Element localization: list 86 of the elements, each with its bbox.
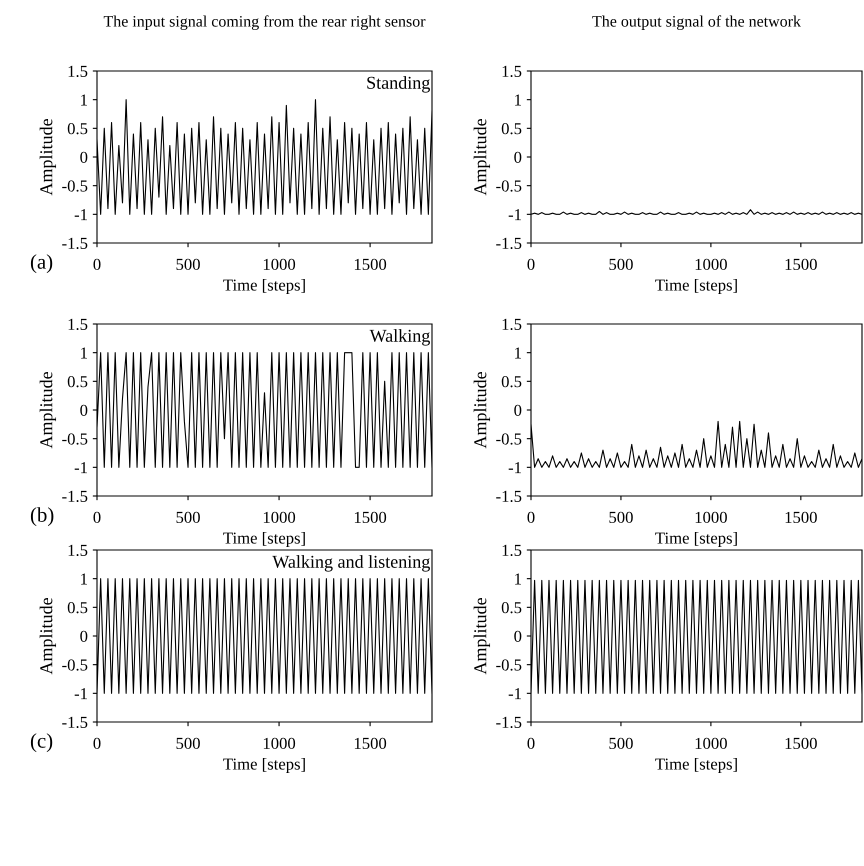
y-tick-label: 1.5 [68,66,88,78]
x-tick-label: 1500 [354,258,386,270]
y-tick-label: 1.5 [68,318,88,330]
x-tick-label: 1000 [264,738,296,750]
x-axis-title: Time [steps] [223,758,305,774]
y-tick-label: -0.5 [62,180,88,192]
y-axis-title: Amplitude [474,119,490,196]
y-tick-label: 1 [81,94,87,106]
x-tick-label: 1500 [786,258,817,270]
x-tick-label: 0 [527,512,535,524]
y-tick-label: 0 [80,404,88,416]
y-tick-label: 0.5 [68,123,88,134]
y-axis-title: Amplitude [40,598,56,674]
y-tick-label: 1.5 [502,544,522,556]
y-tick-label: -1.5 [62,716,88,728]
text: (b) [30,507,54,526]
y-tick-label: -1 [508,462,521,474]
y-axis-title: Amplitude [40,119,56,196]
x-tick-label: 500 [176,512,200,524]
x-tick-label: 1000 [696,258,727,270]
y-axis-title: Amplitude [40,372,56,448]
x-tick-label: 1500 [786,738,817,750]
y-tick-label: 1.5 [502,66,522,78]
y-tick-label: 0 [514,404,522,416]
y-tick-label: 0.5 [68,376,88,388]
y-axis-title: Amplitude [474,372,490,448]
x-tick-label: 500 [176,258,200,270]
y-tick-label: -1 [508,209,521,220]
y-tick-label: -1.5 [496,238,522,250]
x-tick-label: 1000 [696,738,727,750]
x-tick-label: 500 [609,258,633,270]
chart-title: The input signal coming from the rear right sensor [104,15,426,30]
y-tick-label: -1.5 [62,490,88,502]
y-tick-label: 1 [515,573,521,584]
y-tick-label: -1 [74,462,87,474]
x-axis-title: Time [steps] [655,758,737,774]
y-tick-label: -1 [74,209,87,220]
y-tick-label: 1 [515,94,521,106]
text: (a) [30,254,52,274]
y-tick-label: -1.5 [62,238,88,250]
y-tick-label: -0.5 [496,180,522,192]
annotation: Walking and listening [272,555,430,572]
x-axis-title: Time [steps] [223,278,305,294]
x-tick-label: 500 [176,738,200,750]
x-tick-label: 1000 [696,512,727,524]
y-tick-label: -0.5 [496,659,522,671]
y-tick-label: 0 [80,152,88,163]
y-tick-label: 1.5 [68,544,88,556]
y-tick-label: 1 [515,347,521,358]
x-tick-label: 0 [527,738,535,750]
chart-title: The output signal of the network [592,15,801,30]
x-axis-title: Time [steps] [655,532,737,548]
y-tick-label: 0 [514,152,522,163]
y-tick-label: 0.5 [502,123,522,134]
x-tick-label: 1000 [264,512,296,524]
x-tick-label: 500 [609,512,633,524]
y-tick-label: -0.5 [62,433,88,445]
x-tick-label: 0 [93,258,101,270]
y-tick-label: 0.5 [502,376,522,388]
x-tick-label: 1500 [354,738,386,750]
x-tick-label: 1500 [786,512,817,524]
x-tick-label: 1000 [264,258,296,270]
y-tick-label: -1 [74,688,87,700]
annotation: Standing [367,76,430,93]
x-tick-label: 500 [609,738,633,750]
x-axis-title: Time [steps] [655,278,737,294]
y-tick-label: -1.5 [496,490,522,502]
x-tick-label: 0 [527,258,535,270]
y-tick-label: 0.5 [68,602,88,614]
y-tick-label: 0.5 [502,602,522,614]
y-tick-label: 1.5 [502,318,522,330]
y-tick-label: 0 [80,630,88,642]
x-axis-title: Time [steps] [223,532,305,548]
y-tick-label: -1 [508,688,521,700]
y-tick-label: -0.5 [62,659,88,671]
y-axis-title: Amplitude [474,598,490,674]
y-tick-label: 0 [514,630,522,642]
x-tick-label: 0 [93,738,101,750]
x-tick-label: 1500 [354,512,386,524]
y-tick-label: 1 [81,347,87,358]
y-tick-label: -1.5 [496,716,522,728]
y-tick-label: -0.5 [496,433,522,445]
x-tick-label: 0 [93,512,101,524]
text: (c) [30,733,52,752]
y-tick-label: 1 [81,573,87,584]
annotation: Walking [370,329,430,346]
